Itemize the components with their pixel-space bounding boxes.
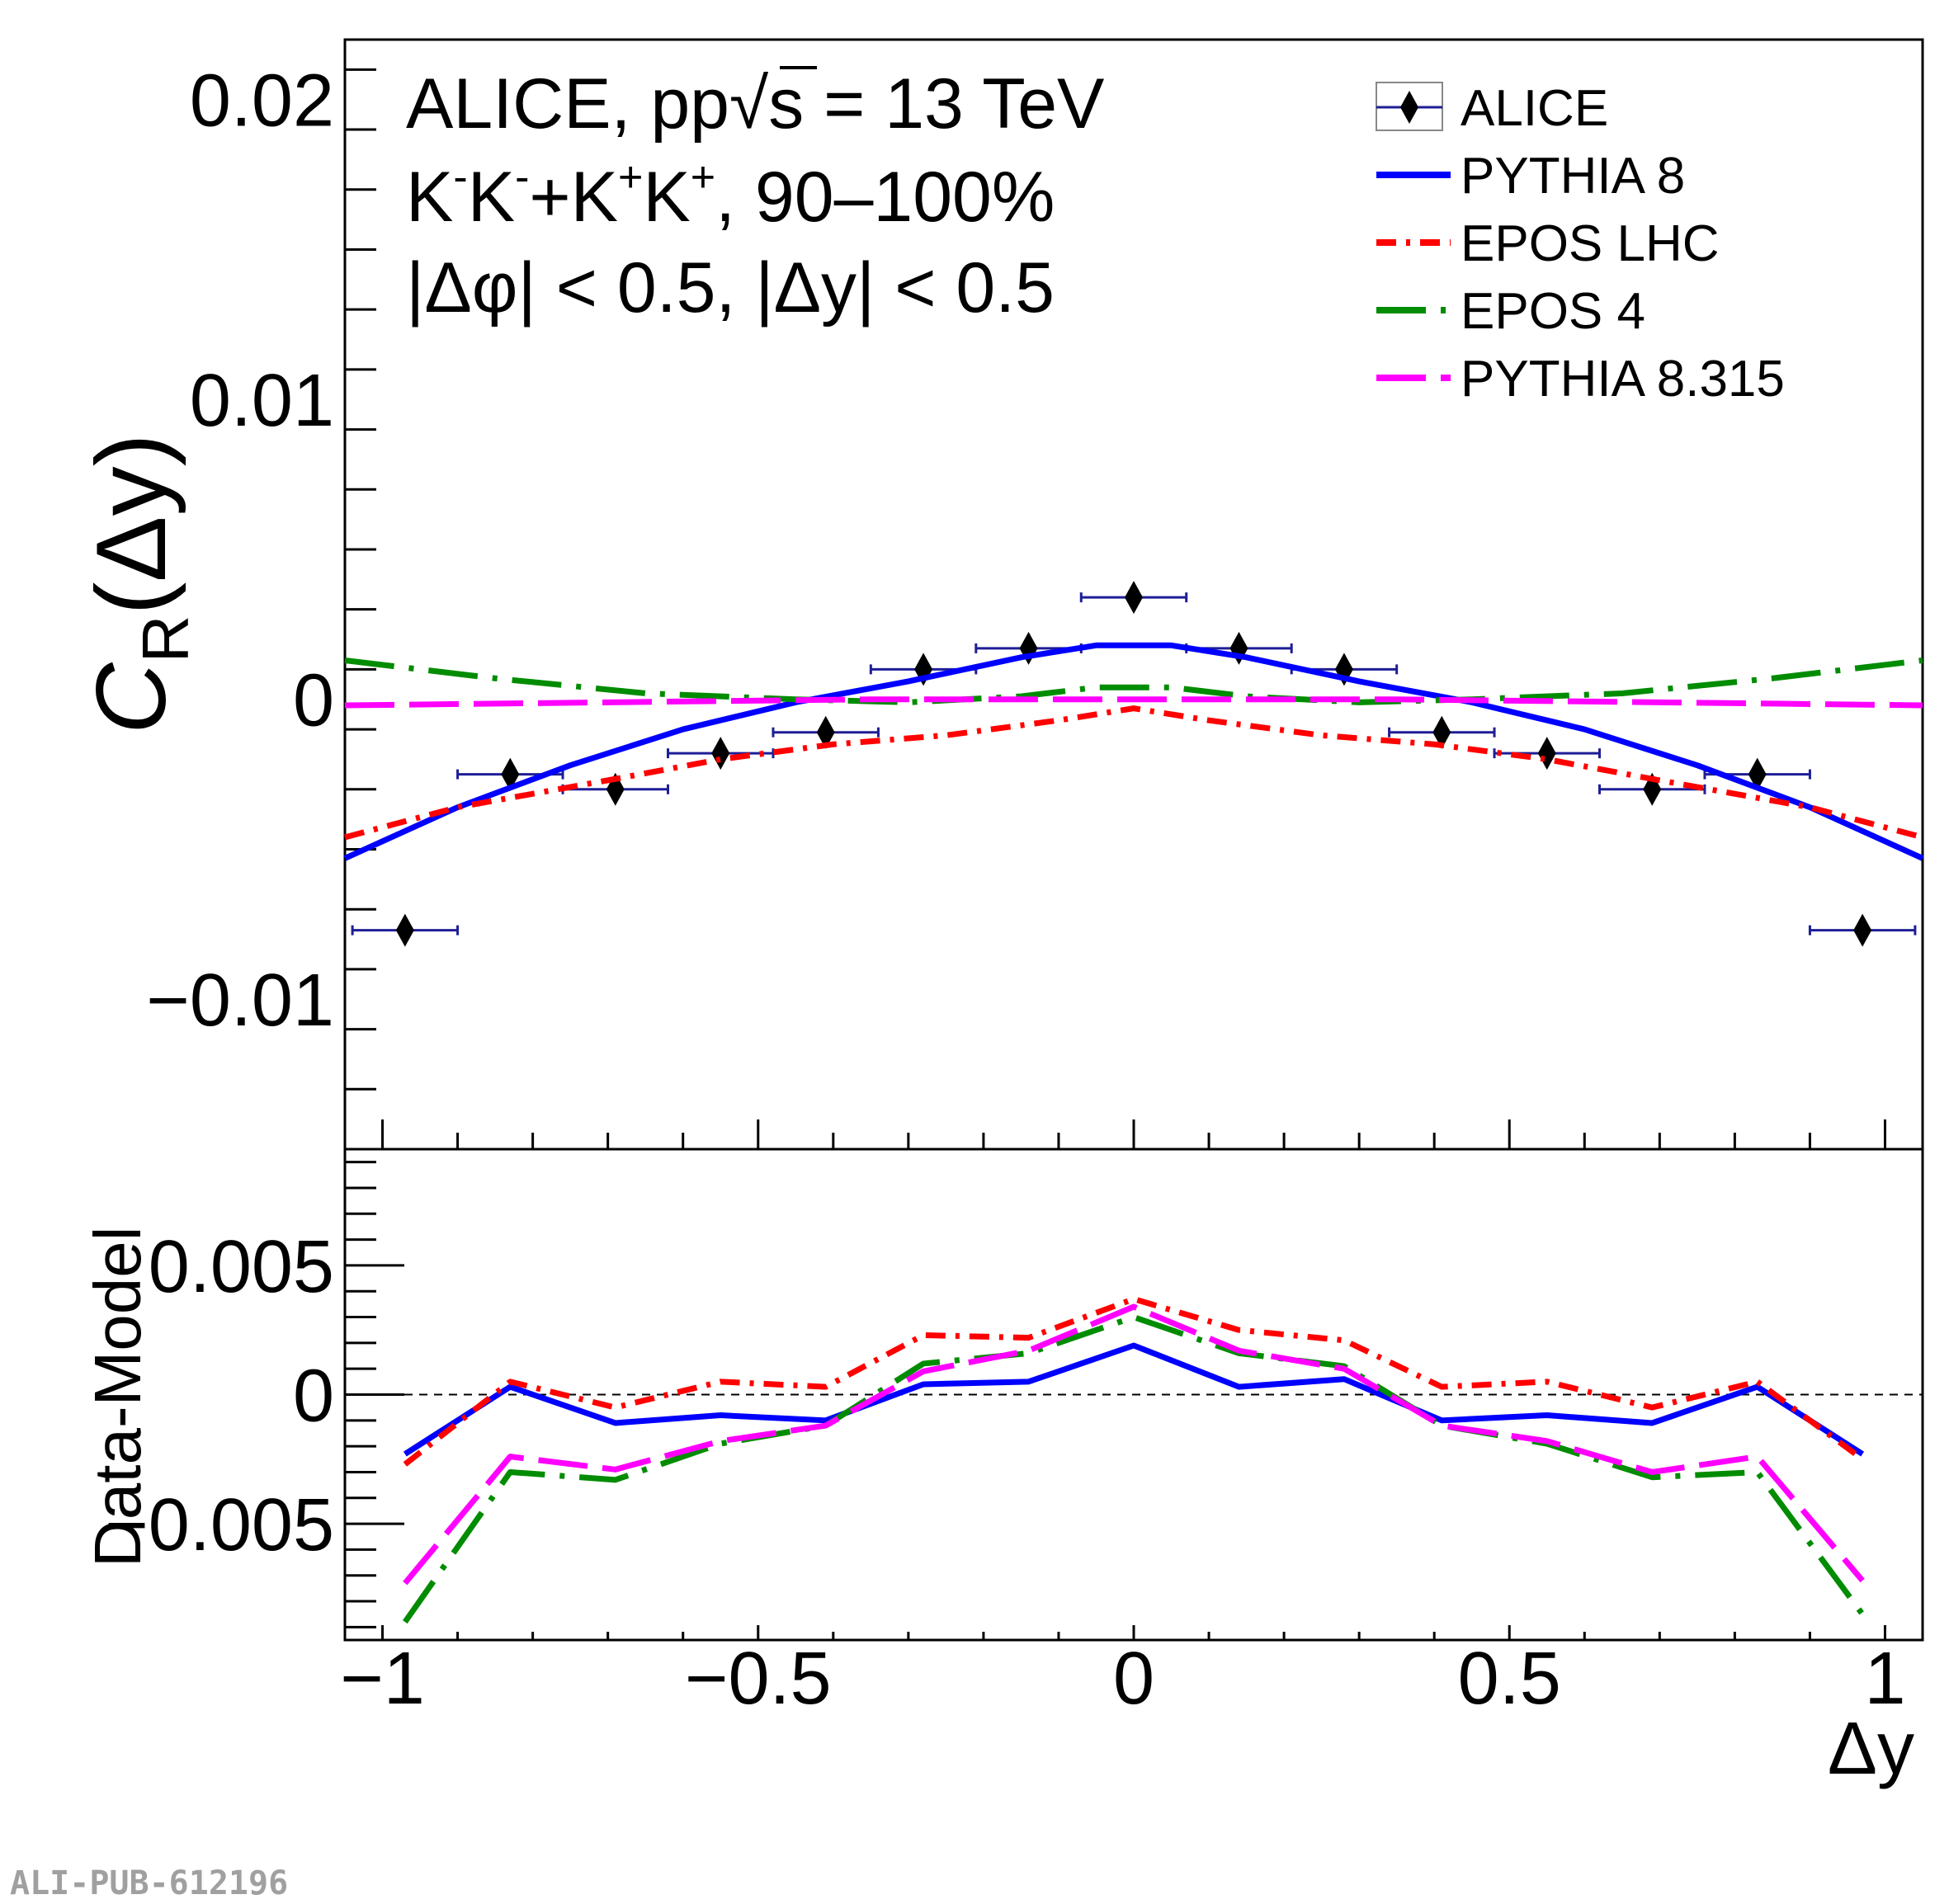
legend-marker [1400, 91, 1418, 124]
data-point [816, 715, 835, 749]
top-y-axis-title: CR(Δy) [76, 433, 202, 734]
series-line [343, 642, 1924, 861]
legend: ALICE PYTHIA 8 EPOS LHC EPOS 4 PYTHIA 8.315 [1376, 80, 1785, 408]
top-plot-area [343, 581, 1924, 947]
x-tick-labels: −1 −0.5 0 0.5 1 [340, 1638, 1905, 1720]
ylabel-sub: R [129, 615, 202, 663]
data-point [1125, 581, 1143, 615]
bottom-y-tick-labels: −0.005 0 0.005 [105, 1226, 334, 1567]
figure-id: ALI-PUB-612196 [10, 1864, 288, 1902]
legend-label: PYTHIA 8.315 [1461, 351, 1785, 408]
legend-label: ALICE [1461, 80, 1608, 137]
difference-line [403, 1342, 1865, 1457]
bottom-axis-ticks [345, 1161, 1886, 1640]
x-tick-label: −1 [340, 1638, 425, 1720]
ylabel-arg: (Δy) [76, 433, 186, 615]
sqrt-sign: √ [729, 64, 769, 144]
y-tick-label: 0.005 [149, 1226, 334, 1308]
difference-line [403, 1303, 1865, 1586]
data-point [1853, 913, 1872, 947]
series-line [344, 696, 1923, 709]
series-line [344, 705, 1923, 841]
bottom-y-axis-title: Data-Model [81, 1226, 154, 1567]
data-point [1748, 757, 1767, 791]
difference-line [402, 1314, 1865, 1624]
series-line [344, 657, 1923, 705]
data-point [1537, 737, 1556, 771]
y-tick-label: 0 [293, 1355, 334, 1438]
y-tick-label: 0.01 [190, 360, 334, 442]
data-point [395, 913, 414, 947]
y-tick-label: 0 [293, 660, 334, 742]
data-point [1432, 715, 1451, 749]
x-tick-label: 0 [1113, 1638, 1154, 1720]
bottom-plot-area [345, 1296, 1923, 1624]
annotation-line-1-prefix: ALICE, pp [406, 64, 729, 144]
top-y-tick-labels: −0.01 0 0.01 0.02 [146, 60, 334, 1043]
data-point [501, 757, 520, 791]
ylabel-main: C [76, 662, 186, 734]
top-axis-ticks [345, 68, 1886, 1151]
legend-label: PYTHIA 8 [1461, 148, 1685, 205]
x-tick-label: −0.5 [685, 1638, 832, 1720]
annotation-line-2: K-K-+K+K+, 90–100% [406, 153, 1055, 237]
difference-line [403, 1296, 1865, 1467]
y-tick-label: −0.005 [105, 1484, 334, 1567]
y-tick-label: 0.02 [190, 60, 334, 143]
x-tick-label: 0.5 [1458, 1638, 1561, 1720]
data-point [711, 737, 730, 771]
x-axis-title: Δy [1828, 1708, 1914, 1790]
annotation-line-1: ALICE, pp√s = 13 TeV [406, 64, 1104, 144]
annotation-line-3: |Δφ| < 0.5, |Δy| < 0.5 [406, 248, 1055, 328]
sqrt-arg: s [768, 64, 804, 144]
legend-label: EPOS 4 [1461, 283, 1645, 340]
y-tick-label: −0.01 [146, 959, 334, 1042]
annotation-line-1-suffix: = 13 TeV [804, 64, 1104, 144]
x-tick-label: 1 [1864, 1638, 1905, 1720]
legend-label: EPOS LHC [1461, 215, 1720, 272]
